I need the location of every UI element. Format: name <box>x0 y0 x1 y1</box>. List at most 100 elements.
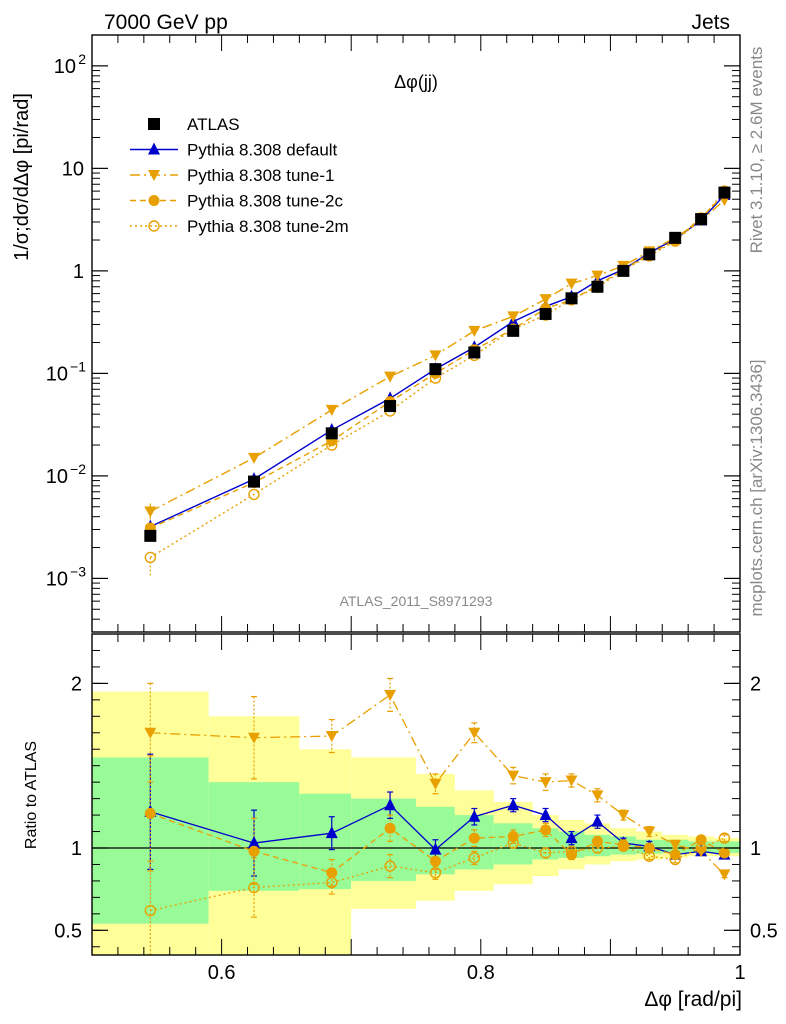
ratio-point-tune2m <box>669 853 681 866</box>
ratio-y-axis-label: Ratio to ATLAS <box>23 741 40 849</box>
ratio-point-tune2c <box>384 822 396 834</box>
data-point-data <box>591 280 604 293</box>
ratio-point-default <box>429 842 442 855</box>
ratio-point-tune2m <box>591 842 604 854</box>
data-point-tune1 <box>384 371 397 383</box>
rivet-version-label: Rivet 3.1.10, ≥ 2.6M events <box>747 47 766 254</box>
ratio-point-default <box>248 836 260 849</box>
data-point-data <box>718 186 731 199</box>
y-tick-label: 10 <box>46 466 68 488</box>
y-tick-label: 1 <box>73 261 84 283</box>
ratio-point-tune2c <box>144 807 156 819</box>
data-point-tune1 <box>539 294 552 306</box>
ratio-point-tune2m <box>507 837 519 849</box>
data-point-tune2m <box>144 551 157 564</box>
legend-label-data: ATLAS <box>187 115 240 134</box>
ratio-point-default <box>507 798 520 811</box>
ratio-point-tune2m <box>695 842 707 854</box>
analysis-watermark: ATLAS_2011_S8971293 <box>340 593 493 609</box>
ratio-frame <box>91 633 741 956</box>
ratio-point-tune1 <box>248 732 260 744</box>
legend-label-default: Pythia 8.308 default <box>187 141 338 160</box>
y-tick-label: 10 <box>46 568 68 590</box>
ratio-point-tune1 <box>591 790 604 802</box>
main-plot-area <box>144 185 731 578</box>
data-point-data <box>507 324 520 337</box>
ratio-point-tune2c <box>326 867 338 879</box>
header-left: 7000 GeV pp <box>104 11 228 34</box>
x-axis-label: Δφ [rad/pi] <box>644 988 742 1011</box>
ratio-y-tick-label: 2 <box>71 673 82 695</box>
data-point-tune1 <box>248 452 260 464</box>
main-panel: Δφ(jj) ATLAS_2011_S8971293 1/σ;dσ/dΔφ [p… <box>11 72 731 609</box>
ratio-point-tune2m <box>565 845 578 857</box>
data-point-data <box>617 264 630 277</box>
ratio-point-tune1 <box>643 826 656 838</box>
ratio-point-tune1 <box>144 727 157 739</box>
ratio-point-tune2m <box>429 866 442 879</box>
ratio-panel: Ratio to ATLAS Δφ [rad/pi] <box>23 677 742 1011</box>
main-title: Δφ(jj) <box>394 72 438 92</box>
data-point-tune2m <box>326 439 338 451</box>
ratio-point-tune2c <box>643 842 655 854</box>
ratio-point-tune2c <box>248 845 260 857</box>
ratio-point-default <box>384 798 397 811</box>
ratio-line-tune2c <box>150 812 725 874</box>
x-tick-label: 0.8 <box>467 962 495 984</box>
legend-label-tune1: Pythia 8.308 tune-1 <box>187 166 334 185</box>
x-ticks: 0.6 0.8 1 <box>91 35 746 984</box>
main-y-axis-label: 1/σ;dσ/dΔφ [pi/rad] <box>11 93 33 261</box>
series-line-default <box>150 194 725 528</box>
data-point-data <box>144 529 157 542</box>
data-point-tune2m <box>248 488 260 501</box>
data-point-data <box>669 231 682 244</box>
ratio-point-tune2m <box>384 860 396 872</box>
ratio-point-default <box>539 808 552 821</box>
ratio-point-tune2m <box>326 876 338 889</box>
ratio-point-tune1 <box>695 846 708 858</box>
ratio-point-tune1 <box>468 727 481 739</box>
data-point-data <box>643 248 656 261</box>
data-point-data <box>539 307 552 320</box>
data-point-data <box>248 475 260 488</box>
data-point-data <box>565 292 578 305</box>
data-point-data <box>695 213 708 226</box>
ratio-y-tick-label: 0.5 <box>54 920 82 942</box>
ratio-point-tune1 <box>325 731 338 743</box>
data-point-tune1 <box>325 404 338 416</box>
series-line-tune2c <box>150 193 725 529</box>
ratio-point-tune2m <box>643 850 655 862</box>
ratio-point-tune2c <box>468 832 480 844</box>
legend-marker-tune1 <box>148 170 160 181</box>
ratio-point-default <box>468 809 481 822</box>
y-tick-exponent: −1 <box>70 358 86 374</box>
data-point-tune1 <box>468 325 481 337</box>
legend-marker-tune2c <box>148 195 160 206</box>
ratio-y-tick-label: 1 <box>71 838 82 860</box>
ratio-point-tune2m <box>144 904 157 917</box>
data-point-tune1 <box>591 270 604 282</box>
legend-label-tune2c: Pythia 8.308 tune-2c <box>187 192 343 211</box>
data-point-data <box>468 346 481 359</box>
ratio-point-tune1 <box>617 810 630 822</box>
data-point-tune1 <box>507 311 520 323</box>
data-point-tune1 <box>144 506 157 518</box>
series-line-tune2m <box>149 190 725 559</box>
x-tick-label: 0.6 <box>208 962 236 984</box>
mcplots-label: mcplots.cern.ch [arXiv:1306.3436] <box>747 359 766 616</box>
legend-marker-tune2m <box>148 220 160 232</box>
legend-marker-default <box>148 142 160 155</box>
ratio-point-tune2m <box>539 847 552 859</box>
legend-label-tune2m: Pythia 8.308 tune-2m <box>187 217 349 236</box>
ratio-point-tune2m <box>468 852 481 864</box>
data-point-data <box>384 400 397 413</box>
x-tick-label: 1 <box>734 962 745 984</box>
data-point-data <box>325 427 338 440</box>
ratio-point-default <box>591 814 604 827</box>
legend: ATLAS Pythia 8.308 default Pythia 8.308 tu… <box>130 115 349 236</box>
ratio-point-tune2c <box>429 855 441 867</box>
y-tick-exponent: −2 <box>70 461 86 477</box>
ratio-point-tune1 <box>718 869 731 881</box>
